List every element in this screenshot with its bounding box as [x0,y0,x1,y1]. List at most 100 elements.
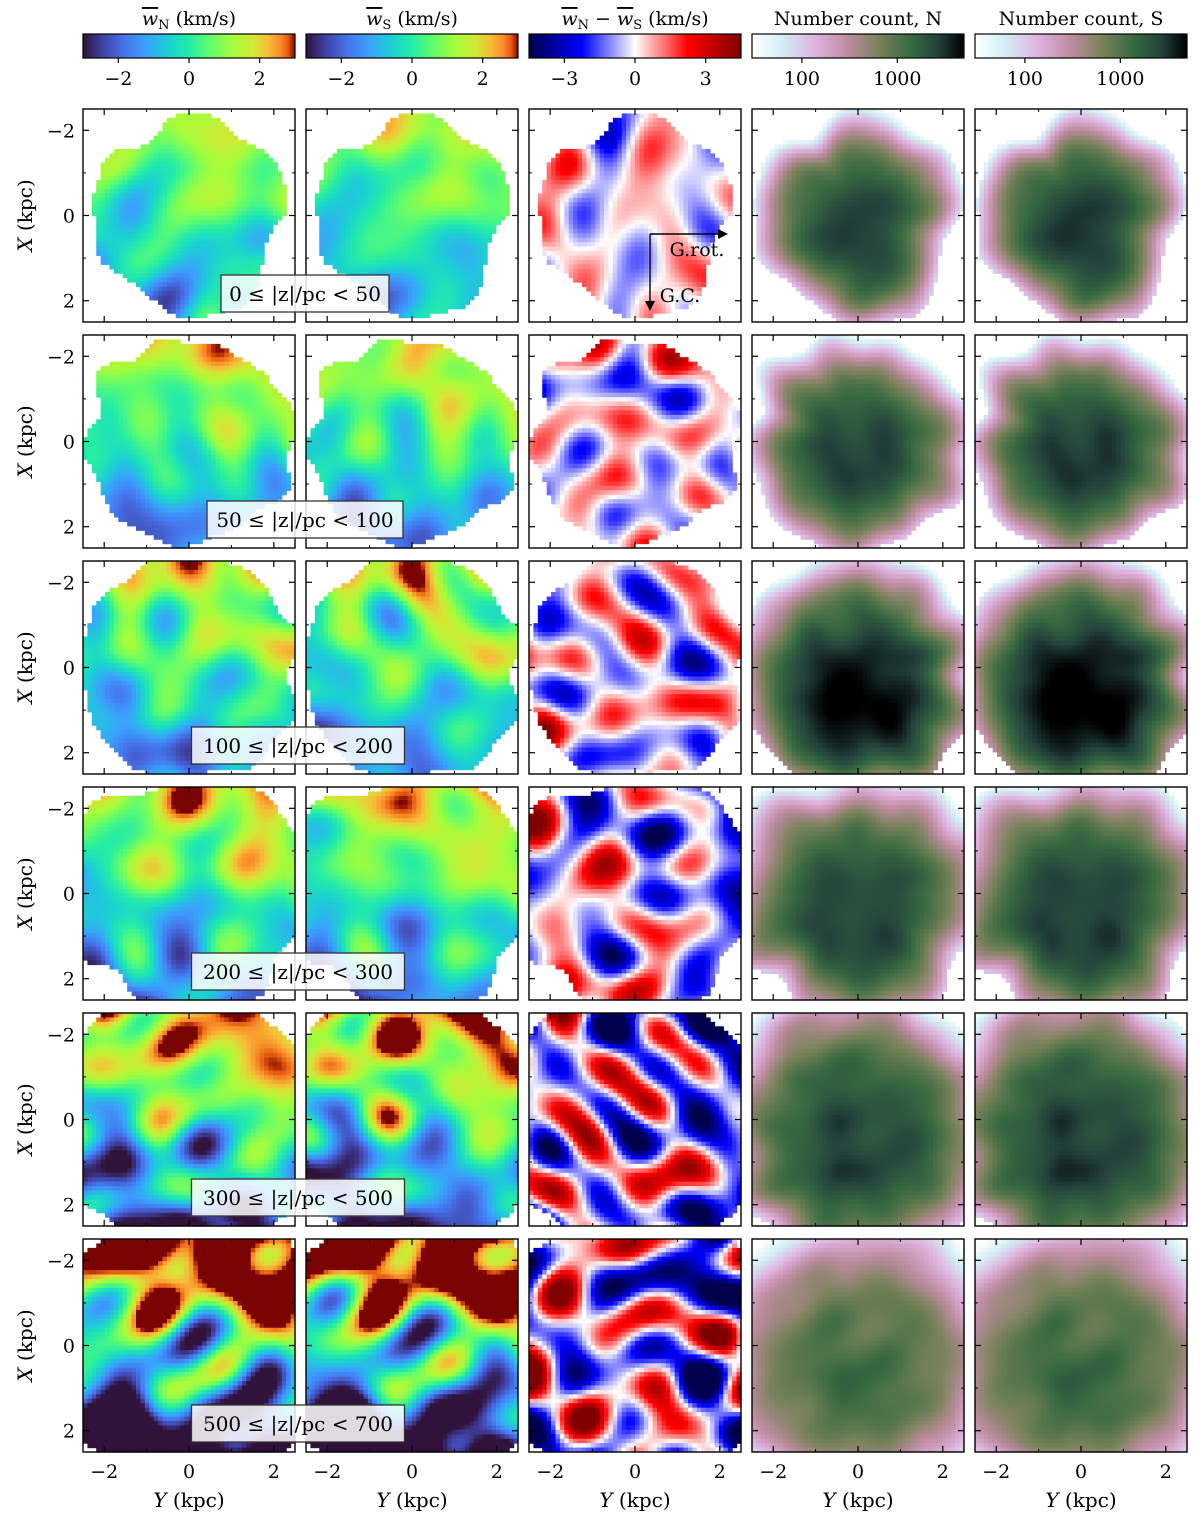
panel-r2-c3 [529,335,742,549]
x-tick-label: 0 [183,1461,195,1483]
y-tick-label: 0 [63,884,75,906]
panel-r2-c5 [975,335,1188,549]
heatmap-cells [975,1013,1188,1227]
x-tick-label: 2 [937,1461,949,1483]
y-axis-label: X (kpc) [13,631,37,705]
colorbar-title: Number count, N [774,8,942,30]
colorbar-tick-label: 100 [1007,68,1043,90]
y-tick-label: 0 [63,206,75,228]
y-tick-label: 2 [63,291,75,313]
row-label: 200 ≤ |z|/pc < 300 [192,953,405,990]
panel-r1-c3 [529,109,741,322]
panel-r6-c1: −202−2 0 2 [47,1239,296,1483]
x-axis-label: Y (kpc) [822,1488,893,1512]
heatmap-cells [752,561,965,775]
heatmap-cells [529,1013,742,1227]
heatmap-cells [529,339,742,548]
row-label-text: 500 ≤ |z|/pc < 700 [203,1412,393,1437]
panel-r3-c4 [752,561,965,775]
y-tick-label: 0 [63,658,75,680]
panel-r4-c4 [752,787,965,1001]
colorbar-tick-label: −2 [327,68,355,90]
colorbar-gradient [529,34,741,58]
panel-r3-c5 [975,561,1188,775]
colorbar-tick-label: 1000 [1096,68,1144,90]
x-tick-label: 0 [629,1461,641,1483]
y-axis-label: X (kpc) [13,857,37,931]
panel-grid: −2 0 2 0 ≤ |z|/pc < 50 −2 0 2 50 ≤ |z|/pc < 100… [47,109,1188,1483]
x-tick-label: 0 [852,1461,864,1483]
panel-r5-c5 [975,1013,1188,1227]
colorbar-tick-label: −2 [104,68,132,90]
heatmap-cells [529,1239,742,1453]
heatmap-cells [538,113,733,318]
x-tick-label: −2 [90,1461,118,1483]
row-label: 300 ≤ |z|/pc < 500 [192,1179,405,1216]
colorbar-5: Number count, S 100 1000 [975,8,1187,90]
colorbar-gradient [975,34,1187,58]
y-tick-label: 0 [63,1110,75,1132]
x-axis-label: Y (kpc) [376,1488,447,1512]
heatmap-cells [752,787,965,1001]
y-axis-label: X (kpc) [13,1083,37,1157]
y-axis-label: X (kpc) [13,1309,37,1383]
heatmap-cells [975,335,1188,549]
panel-r4-c3 [529,787,742,1001]
y-tick-label: −2 [47,1024,75,1046]
y-tick-label: −2 [47,120,75,142]
colorbar-tick-label: 0 [406,68,418,90]
x-tick-label: −2 [759,1461,787,1483]
colorbar-tick-label: 0 [629,68,641,90]
colorbar-title: Number count, S [999,8,1164,30]
colorbar-4: Number count, N 100 1000 [752,8,964,90]
y-tick-label: 2 [63,517,75,539]
panel-r6-c3: −2 0 2 [529,1239,742,1483]
panel-r2-c4 [752,335,965,549]
panel-r4-c5 [975,787,1188,1001]
y-tick-label: 0 [63,1336,75,1358]
y-tick-label: 0 [63,432,75,454]
panel-r5-c4 [752,1013,965,1227]
colorbar-title: wN − wS (km/s) [561,8,708,33]
x-tick-label: 0 [406,1461,418,1483]
x-axis-label: Y (kpc) [1045,1488,1116,1512]
heatmap-cells [752,1239,965,1453]
y-axis-label: X (kpc) [13,405,37,479]
x-tick-label: −2 [536,1461,564,1483]
x-tick-label: 2 [714,1461,726,1483]
colorbar-gradient [306,34,518,58]
panel-r1-c5 [975,109,1188,323]
colorbar-tick-label: 100 [784,68,820,90]
heatmap-cells [752,109,965,323]
panel-r3-c3 [529,561,742,775]
y-tick-label: 2 [63,743,75,765]
colorbar-3: wN − wS (km/s)−3 0 3 [529,8,741,90]
x-tick-label: 2 [1160,1461,1172,1483]
rotation-label: G.rot. [670,239,725,261]
x-tick-label: 0 [1075,1461,1087,1483]
heatmap-cells [975,109,1188,323]
heatmap-cells [752,1013,965,1227]
panel-r1-c4 [752,109,965,323]
row-label-text: 300 ≤ |z|/pc < 500 [203,1186,393,1211]
x-tick-label: 2 [268,1461,280,1483]
colorbar-1: wN (km/s)−2 0 2 [83,8,295,90]
heatmap-cells [975,561,1188,775]
colorbar-tick-label: 2 [477,68,489,90]
heatmap-cells [529,561,742,775]
y-tick-label: −2 [47,346,75,368]
row-label-text: 100 ≤ |z|/pc < 200 [203,734,393,759]
colorbar-tick-label: 1000 [873,68,921,90]
center-label: G.C. [660,285,700,307]
row-label-text: 0 ≤ |z|/pc < 50 [229,282,381,307]
panel-r6-c2: −2 0 2 [306,1239,519,1483]
row-label: 0 ≤ |z|/pc < 50 [221,275,389,312]
y-tick-label: 2 [63,1421,75,1443]
y-tick-label: 2 [63,1195,75,1217]
row-label: 500 ≤ |z|/pc < 700 [192,1405,405,1442]
colorbar-2: wS (km/s)−2 0 2 [306,8,518,90]
row-label: 50 ≤ |z|/pc < 100 [207,501,403,538]
heatmap-cells [975,787,1188,1001]
x-tick-label: −2 [982,1461,1010,1483]
row-label-text: 50 ≤ |z|/pc < 100 [216,508,393,533]
